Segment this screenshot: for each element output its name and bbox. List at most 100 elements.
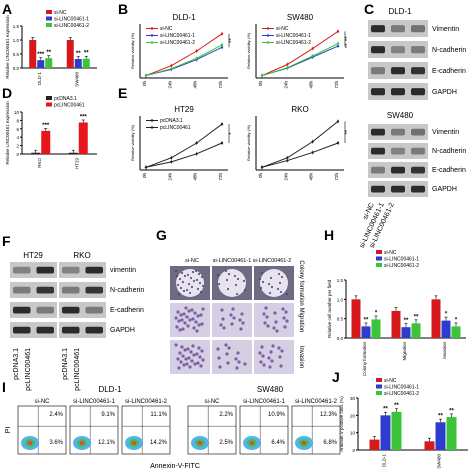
blot-c-top-row	[368, 83, 428, 100]
bar-si-nc	[369, 439, 380, 450]
cell-dot	[183, 348, 187, 352]
cell-dot	[216, 273, 220, 277]
cell-dot	[279, 364, 283, 368]
cell-dot	[191, 317, 195, 321]
flow-lower-percent: 12.1%	[98, 440, 116, 446]
cell-dot	[272, 326, 276, 330]
cell-dot	[274, 320, 278, 324]
cell-dot	[283, 325, 287, 329]
flow-lower-percent: 6.4%	[271, 440, 285, 446]
cell-dot	[191, 270, 195, 274]
cell-dot	[258, 277, 262, 281]
blot-band	[411, 88, 425, 96]
blot-band	[62, 286, 80, 294]
legend-swatch	[46, 10, 52, 14]
flow-plot-title: si-NC	[35, 399, 51, 405]
blot-f-row	[59, 302, 106, 318]
legend-label: si-LINC00461-1	[54, 17, 89, 23]
cell-dot	[219, 323, 223, 327]
legend-marker	[150, 126, 154, 129]
blot-label: N-cadherin	[110, 287, 144, 294]
cell-dot	[200, 349, 204, 353]
legend-label: si-NC	[384, 378, 397, 384]
cell-dot	[179, 286, 183, 290]
series-line	[261, 45, 339, 77]
chart-title: HT29	[174, 105, 194, 114]
flow-cell-core	[27, 441, 33, 445]
blot-band	[411, 25, 425, 33]
blot-c-top-row	[368, 41, 428, 58]
significance-mark: **	[414, 314, 419, 320]
panel-g-row-label: Invasion	[298, 346, 304, 368]
cell-dot	[243, 288, 247, 292]
cell-dot	[267, 356, 271, 360]
cell-dot	[269, 350, 273, 354]
panel-g-row-label: Colony formation	[298, 260, 304, 305]
x-tick-label: 72h	[334, 81, 339, 89]
chart-title: DLD-1	[172, 13, 196, 22]
blot-background	[10, 282, 57, 298]
blot-background	[59, 302, 106, 318]
legend-swatch	[376, 263, 382, 267]
legend-swatch	[376, 384, 382, 389]
bar-si-linc00461-2	[446, 417, 457, 450]
cell-dot	[234, 283, 238, 287]
flow-group-title: DLD-1	[98, 385, 122, 394]
panel-i-flow: DLD-1 SW480 si-NC 2.4% 3.6% si-LINC00461-1 9.1…	[5, 385, 341, 470]
cell-dot	[192, 326, 196, 330]
chart-b2: SW480 Relative viability (%) 0h 24h 48h 72h **…	[246, 13, 351, 89]
cell-dot	[261, 354, 265, 358]
cell-dot	[197, 346, 201, 350]
cell-dot	[176, 310, 180, 314]
blot-band	[371, 185, 385, 193]
cell-dot	[199, 364, 203, 368]
blot-label: Vimentin	[432, 129, 459, 136]
y-tick-label: 8	[16, 118, 19, 123]
blot-label: GAPDH	[110, 327, 135, 334]
cell-dot	[226, 361, 230, 365]
panel-g-images: si-NC si-LINC00461-1 si-LINC00461-2 Colony …	[170, 258, 304, 374]
blot-band	[411, 166, 425, 174]
bar-si-nc	[29, 40, 37, 68]
blot-lane-label: pcDNA3.1	[62, 348, 69, 380]
blot-f-row	[59, 322, 106, 338]
cell-dot	[178, 328, 182, 332]
blot-band	[391, 88, 405, 96]
cell-dot	[182, 363, 186, 367]
cell-dot	[229, 313, 233, 317]
cell-dot	[198, 281, 202, 285]
cell-dot	[183, 274, 187, 278]
cell-dot	[268, 365, 272, 369]
flow-upper-percent: 2.2%	[219, 412, 233, 418]
bar-si-linc00461-1	[37, 60, 45, 68]
cell-dot	[189, 276, 193, 280]
bar-si-linc00461-2	[371, 319, 381, 338]
x-tick-label: 72h	[334, 173, 339, 181]
legend-swatch	[376, 250, 382, 254]
flow-upper-percent: 9.1%	[101, 412, 115, 418]
blot-band	[391, 166, 405, 174]
cell-dot	[235, 366, 239, 370]
blot-f-row	[59, 282, 106, 298]
flow-plot-title: si-LINC00461-1	[73, 399, 116, 405]
significance-mark: **	[394, 403, 399, 409]
cell-dot	[260, 345, 264, 349]
cell-dot	[190, 359, 194, 363]
significance-mark: **	[364, 317, 369, 323]
legend-marker	[150, 34, 154, 37]
flow-lower-percent: 2.5%	[219, 440, 233, 446]
x-tick-label: RKO	[37, 158, 42, 168]
blot-band	[391, 46, 405, 54]
cell-dot	[176, 283, 180, 287]
x-tick-label: SW480	[74, 72, 79, 87]
y-tick-label: 10	[14, 110, 20, 115]
x-tick-label: 24h	[283, 173, 288, 181]
blot-band	[13, 286, 31, 294]
cell-dot	[200, 322, 204, 326]
blot-band	[13, 326, 31, 334]
chart-j: 0 10 20 30 Annexin V positive cells (%) ** ** D…	[339, 378, 468, 469]
blot-band	[13, 306, 31, 314]
cell-dot	[262, 363, 266, 367]
colony-well	[176, 269, 204, 297]
